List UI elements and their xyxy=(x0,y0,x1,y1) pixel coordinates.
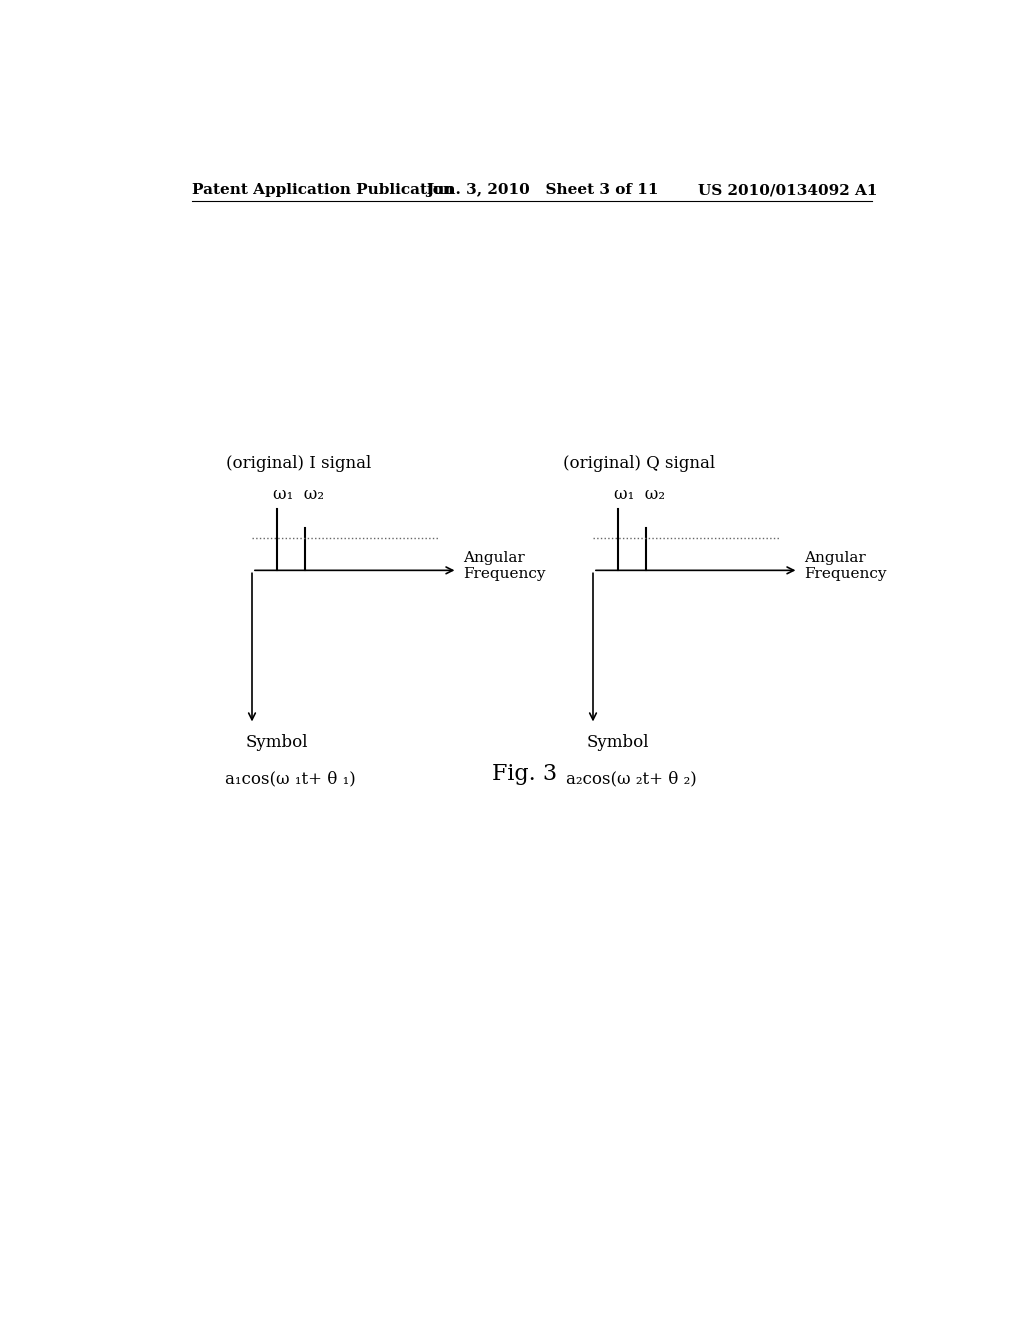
Text: a₂cos(ω ₂t+ θ ₂): a₂cos(ω ₂t+ θ ₂) xyxy=(566,771,697,788)
Text: Patent Application Publication: Patent Application Publication xyxy=(191,183,454,197)
Text: Fig. 3: Fig. 3 xyxy=(493,763,557,785)
Text: Angular
Frequency: Angular Frequency xyxy=(805,550,887,581)
Text: (original) Q signal: (original) Q signal xyxy=(563,455,716,471)
Text: US 2010/0134092 A1: US 2010/0134092 A1 xyxy=(697,183,878,197)
Text: Symbol: Symbol xyxy=(246,734,308,751)
Text: Symbol: Symbol xyxy=(587,734,649,751)
Text: ω₁  ω₂: ω₁ ω₂ xyxy=(614,486,665,503)
Text: Jun. 3, 2010   Sheet 3 of 11: Jun. 3, 2010 Sheet 3 of 11 xyxy=(426,183,658,197)
Text: ω₁  ω₂: ω₁ ω₂ xyxy=(273,486,324,503)
Text: a₁cos(ω ₁t+ θ ₁): a₁cos(ω ₁t+ θ ₁) xyxy=(225,771,356,788)
Text: Angular
Frequency: Angular Frequency xyxy=(464,550,546,581)
Text: (original) I signal: (original) I signal xyxy=(226,455,371,471)
